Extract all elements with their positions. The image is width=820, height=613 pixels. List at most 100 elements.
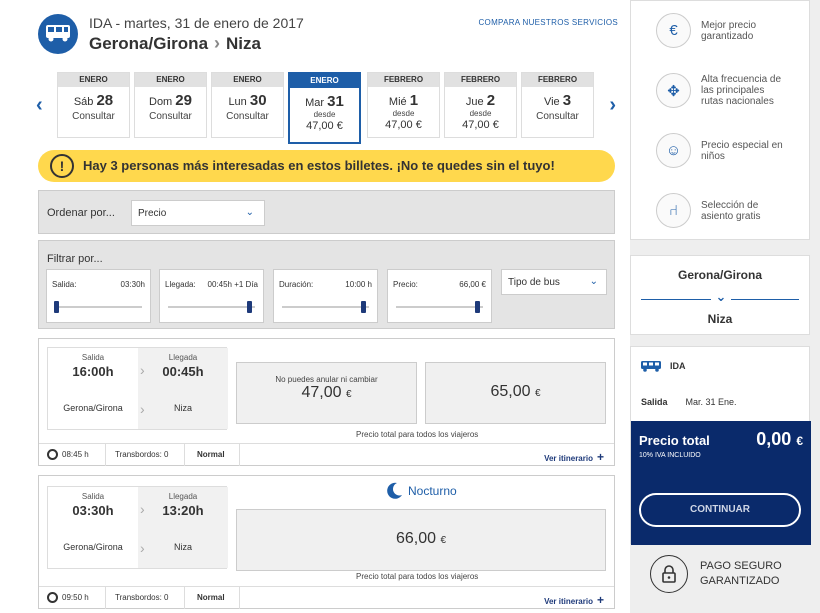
slider-handle[interactable] — [475, 301, 480, 313]
fare-price: 47,00 € — [301, 384, 352, 401]
sidebar: € Mejor precio garantizado ✥ Alta frecue… — [630, 0, 820, 613]
filter-duration-label: Duración: — [279, 280, 314, 289]
filter-departure-value: 03:30h — [120, 280, 145, 289]
route-to: Niza — [707, 312, 733, 326]
departure-col: Salida 16:00h Gerona/Girona — [48, 348, 138, 413]
compare-services-link[interactable]: COMPARA NUESTROS SERVICIOS — [478, 18, 618, 27]
date-mon-30[interactable]: ENERO Lun 30 Consultar — [211, 72, 284, 138]
alert-text: Hay 3 personas más interesadas en estos … — [83, 158, 555, 173]
filter-duration-value: 10:00 h — [345, 280, 372, 289]
trip-date: IDA - martes, 31 de enero de 2017 — [89, 15, 304, 31]
sort-value: Precio — [138, 208, 167, 219]
feature-seat: ⑁ Selección de asiento gratis — [656, 193, 786, 228]
date-from-label: desde — [313, 110, 336, 119]
arrival-label: Llegada — [168, 492, 198, 501]
date-month: ENERO — [212, 73, 283, 87]
date-day: Lun 30 — [228, 92, 267, 109]
slider-track — [282, 306, 369, 308]
fare-non-refundable[interactable]: No puedes anular ni cambiar 47,00 € — [236, 362, 417, 424]
chevron-right-icon: › — [140, 401, 145, 417]
slider-handle[interactable] — [54, 301, 59, 313]
trip-card-1: Salida 16:00h Gerona/Girona Llegada 00:4… — [38, 338, 615, 466]
chevron-down-icon: ⌄ — [711, 289, 731, 307]
duration: 08:45 h — [47, 449, 89, 460]
feature-children: ☺ Precio especial en niños — [656, 133, 786, 168]
date-status: Consultar — [226, 111, 269, 122]
bus-class: Normal — [197, 593, 225, 602]
chevron-down-icon: ⌄ — [589, 276, 598, 287]
chevron-right-icon: › — [214, 33, 221, 53]
date-month: ENERO — [290, 74, 359, 88]
date-tue-31-selected[interactable]: ENERO Mar 31 desde 47,00 € — [288, 72, 361, 144]
date-sun-29[interactable]: ENERO Dom 29 Consultar — [134, 72, 207, 138]
total-note: Precio total para todos los viajeros — [356, 572, 479, 581]
sort-select[interactable]: Precio ⌄ — [131, 200, 265, 226]
departure-city: Gerona/Girona — [63, 542, 123, 552]
arrival-city: Niza — [173, 403, 192, 413]
booking-summary: IDA Salida Mar. 31 Ene. Precio total 10% … — [630, 346, 811, 545]
date-price: 47,00 € — [462, 119, 499, 131]
chevron-right-icon: › — [140, 362, 145, 378]
fare-price: 65,00 € — [490, 383, 541, 400]
plus-icon: + — [596, 593, 604, 607]
feature-frequency: ✥ Alta frecuencia de las principales rut… — [656, 73, 786, 108]
arrival-time: 00:45h — [162, 364, 204, 379]
trip-card-2: Nocturno Salida 03:30h Gerona/Girona Lle… — [38, 475, 615, 609]
summary-departure: Salida Mar. 31 Ene. — [641, 397, 737, 407]
date-month: FEBRERO — [445, 73, 516, 87]
filter-bar: Filtrar por... Salida: 03:30h Llegada: 0… — [38, 240, 615, 329]
date-wed-1[interactable]: FEBRERO Mié 1 desde 47,00 € — [367, 72, 440, 138]
slider-track — [55, 306, 142, 308]
arrival-label: Llegada — [168, 353, 198, 362]
arrival-time: 13:20h — [162, 503, 204, 518]
total-amount: 0,00 € — [756, 429, 803, 449]
date-price: 47,00 € — [306, 120, 343, 132]
date-month: ENERO — [135, 73, 206, 87]
date-day: Mié 1 — [388, 92, 419, 109]
departure-col: Salida 03:30h Gerona/Girona — [48, 487, 138, 552]
departure-city: Gerona/Girona — [63, 403, 123, 413]
date-sat-28[interactable]: ENERO Sáb 28 Consultar — [57, 72, 130, 138]
date-status: Consultar — [72, 111, 115, 122]
night-label: Nocturno — [408, 484, 457, 498]
continue-button[interactable]: CONTINUAR — [639, 493, 801, 527]
date-day: Vie 3 — [543, 92, 572, 109]
view-itinerary-link[interactable]: Ver itinerario + — [544, 593, 604, 607]
chevron-right-icon: › — [140, 540, 145, 556]
bus-type-label: Tipo de bus — [508, 277, 560, 288]
prev-dates-arrow-icon[interactable]: ‹ — [36, 94, 43, 116]
date-thu-2[interactable]: FEBRERO Jue 2 desde 47,00 € — [444, 72, 517, 138]
view-itinerary-link[interactable]: Ver itinerario + — [544, 450, 604, 464]
slider-track — [168, 306, 255, 308]
destination-city: Niza — [226, 33, 261, 53]
chevron-down-icon: ⌄ — [245, 207, 254, 218]
trip-footer: 09:50 h Transbordos: 0 Normal Ver itiner… — [39, 586, 614, 609]
total-label: Precio total — [639, 433, 710, 448]
date-day: Sáb 28 — [73, 92, 114, 109]
date-day: Jue 2 — [465, 92, 496, 109]
departure-label: Salida — [81, 492, 105, 501]
date-selector: ‹ ENERO Sáb 28 Consultar ENERO Dom 29 Co… — [36, 72, 616, 144]
bus-type-select[interactable]: Tipo de bus ⌄ — [501, 269, 607, 295]
next-dates-arrow-icon[interactable]: › — [609, 94, 616, 116]
filter-price: Precio: 66,00 € — [387, 269, 492, 323]
sort-label: Ordenar por... — [47, 207, 115, 219]
filter-duration: Duración: 10:00 h — [273, 269, 378, 323]
total-note: Precio total para todos los viajeros — [356, 430, 479, 439]
slider-handle[interactable] — [361, 301, 366, 313]
date-fri-3[interactable]: FEBRERO Vie 3 Consultar — [521, 72, 594, 138]
route-from: Gerona/Girona — [677, 268, 763, 282]
interest-alert: ! Hay 3 personas más interesadas en esto… — [38, 150, 615, 182]
secure-payment: PAGO SEGURO GARANTIZADO — [650, 555, 782, 593]
departure-label: Salida — [81, 353, 105, 362]
date-status: Consultar — [536, 111, 579, 122]
filter-label: Filtrar por... — [47, 253, 103, 265]
child-icon: ☺ — [656, 133, 691, 168]
fare-standard[interactable]: 66,00 € — [236, 509, 606, 571]
fare-flexible[interactable]: 65,00 € — [425, 362, 606, 424]
date-day: Dom 29 — [149, 92, 192, 109]
route-map-icon: ✥ — [656, 73, 691, 108]
route-title: Gerona/Girona › Niza — [89, 33, 261, 54]
vat-note: 10% IVA INCLUIDO — [639, 452, 701, 459]
slider-handle[interactable] — [247, 301, 252, 313]
